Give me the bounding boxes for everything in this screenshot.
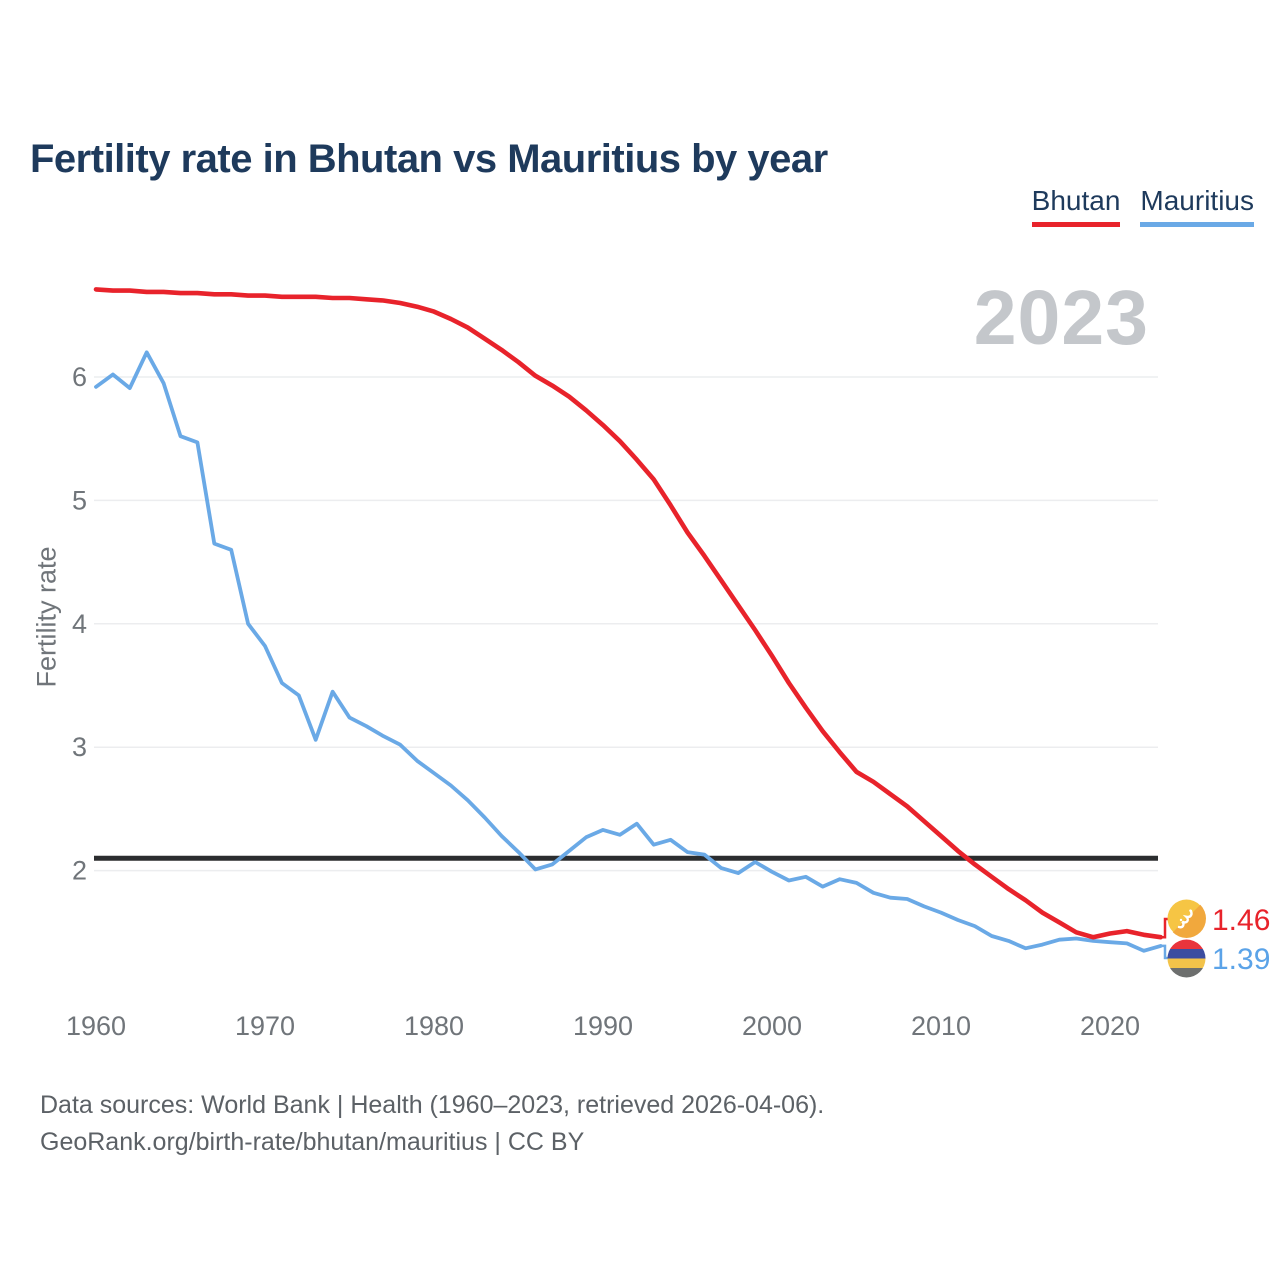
footer-sources: Data sources: World Bank | Health (1960–…	[40, 1091, 825, 1119]
bhutan-flag-icon	[1167, 899, 1206, 938]
bhutan-line	[93, 287, 1163, 940]
x-tick-2000: 2000	[742, 1011, 802, 1041]
x-tick-1970: 1970	[235, 1011, 295, 1041]
y-tick-5: 5	[72, 485, 87, 515]
x-tick-1960: 1960	[66, 1011, 126, 1041]
x-tick-1980: 1980	[404, 1011, 464, 1041]
y-tick-4: 4	[72, 609, 87, 639]
y-tick-6: 6	[72, 362, 87, 392]
mauritius-line	[94, 350, 1163, 953]
legend-item-mauritius[interactable]: Mauritius	[1140, 185, 1254, 227]
bhutan-end-value: 1.46	[1212, 904, 1271, 937]
x-tick-1990: 1990	[573, 1011, 633, 1041]
legend: Bhutan Mauritius	[1031, 185, 1254, 227]
bhutan-label-connector	[1161, 917, 1169, 939]
legend-item-bhutan[interactable]: Bhutan	[1031, 185, 1121, 227]
y-tick-2: 2	[72, 856, 87, 886]
y-axis-title: Fertility rate	[31, 546, 62, 688]
y-tick-3: 3	[72, 732, 87, 762]
footer-link: GeoRank.org/birth-rate/bhutan/mauritius …	[40, 1128, 585, 1156]
mauritius-end-value: 1.39	[1212, 943, 1271, 976]
footer: Data sources: World Bank | Health (1960–…	[40, 1087, 824, 1161]
mauritius-flag-icon	[1167, 939, 1206, 978]
x-tick-2010: 2010	[911, 1011, 971, 1041]
page-title: Fertility rate in Bhutan vs Mauritius by…	[30, 136, 828, 181]
x-tick-2020: 2020	[1080, 1011, 1140, 1041]
mauritius-label-connector	[1161, 944, 1169, 960]
year-watermark: 2023	[973, 275, 1149, 361]
